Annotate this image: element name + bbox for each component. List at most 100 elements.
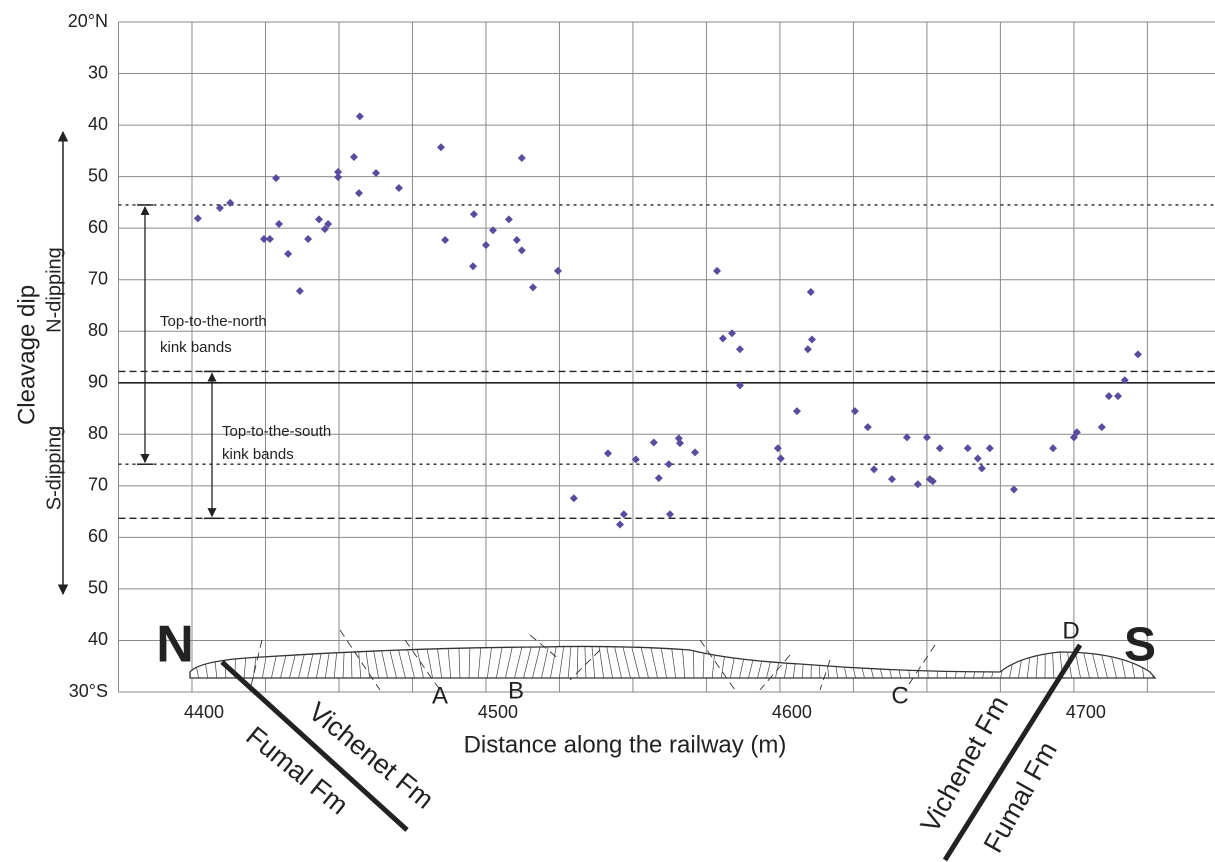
annotation: N-dipping bbox=[43, 247, 65, 333]
data-point bbox=[863, 423, 872, 432]
hatch bbox=[549, 646, 558, 678]
data-point bbox=[807, 335, 816, 344]
data-point bbox=[275, 220, 284, 229]
data-point bbox=[1072, 428, 1081, 437]
x-tick-label: 4500 bbox=[478, 702, 518, 722]
data-point bbox=[649, 438, 658, 447]
data-point bbox=[776, 454, 785, 463]
y-tick-label: 60 bbox=[88, 217, 108, 237]
data-point bbox=[334, 167, 343, 176]
annotation: N bbox=[156, 616, 194, 674]
data-point bbox=[973, 454, 982, 463]
data-point bbox=[1069, 433, 1078, 442]
y-tick-label: 40 bbox=[88, 114, 108, 134]
data-point bbox=[935, 444, 944, 453]
data-point bbox=[664, 460, 673, 469]
fault-trace bbox=[569, 649, 601, 681]
data-point bbox=[713, 266, 722, 275]
x-axis-label: Distance along the railway (m) bbox=[464, 731, 787, 758]
y-tick-label: 90 bbox=[88, 372, 108, 392]
hatch bbox=[591, 646, 596, 678]
fault-trace bbox=[819, 659, 831, 691]
data-point bbox=[1049, 444, 1058, 453]
data-point bbox=[226, 198, 235, 207]
data-point bbox=[913, 480, 922, 489]
data-point bbox=[504, 215, 513, 224]
y-tick-label: 60 bbox=[88, 526, 108, 546]
data-point bbox=[665, 510, 674, 519]
data-point bbox=[517, 246, 526, 255]
data-point bbox=[1133, 350, 1142, 359]
fault-trace bbox=[904, 644, 936, 691]
data-point bbox=[928, 477, 937, 486]
data-point bbox=[320, 225, 329, 234]
data-point bbox=[272, 174, 281, 183]
data-point bbox=[215, 204, 224, 213]
data-point bbox=[1104, 392, 1113, 401]
annotation: Fumal Fm bbox=[978, 737, 1063, 858]
y-tick-label: 80 bbox=[88, 423, 108, 443]
data-point bbox=[372, 169, 381, 178]
annotation: S bbox=[1124, 619, 1156, 672]
data-point bbox=[265, 234, 274, 243]
data-point bbox=[553, 266, 562, 275]
fault-trace bbox=[699, 639, 736, 691]
data-point bbox=[295, 287, 304, 296]
y-tick-label: 70 bbox=[88, 268, 108, 288]
data-point bbox=[284, 249, 293, 258]
data-point bbox=[977, 464, 986, 473]
data-point bbox=[436, 143, 445, 152]
hatch bbox=[558, 646, 565, 678]
data-point bbox=[902, 433, 911, 442]
data-point bbox=[887, 475, 896, 484]
data-point bbox=[193, 214, 202, 223]
data-point bbox=[394, 183, 403, 192]
data-point bbox=[304, 234, 313, 243]
data-point bbox=[718, 334, 727, 343]
fault-trace bbox=[529, 634, 561, 661]
data-point bbox=[631, 455, 640, 464]
annotation: D bbox=[1062, 617, 1079, 644]
data-point bbox=[569, 494, 578, 503]
data-point bbox=[1097, 423, 1106, 432]
y-tick-label: 30 bbox=[88, 62, 108, 82]
data-point bbox=[985, 444, 994, 453]
x-tick-label: 4400 bbox=[184, 702, 224, 722]
y-tick-label: 40 bbox=[88, 629, 108, 649]
data-point bbox=[441, 236, 450, 245]
data-point bbox=[314, 215, 323, 224]
annotation: B bbox=[508, 677, 524, 704]
hatch bbox=[567, 646, 572, 678]
data-point bbox=[735, 345, 744, 354]
x-tick-label: 4700 bbox=[1066, 702, 1106, 722]
data-point bbox=[517, 154, 526, 163]
formation-boundary bbox=[220, 660, 409, 832]
y-tick-label: 70 bbox=[88, 475, 108, 495]
annotation: kink bands bbox=[222, 446, 294, 463]
data-point bbox=[616, 520, 625, 529]
data-point bbox=[963, 444, 972, 453]
y-tick-label: 30°S bbox=[69, 681, 108, 701]
data-point bbox=[354, 189, 363, 198]
hatch bbox=[597, 646, 605, 678]
fault-trace bbox=[759, 654, 791, 691]
data-point bbox=[1009, 485, 1018, 494]
data-point bbox=[654, 474, 663, 483]
formation-boundary bbox=[942, 643, 1083, 862]
data-point bbox=[512, 236, 521, 245]
hatch bbox=[584, 646, 587, 678]
data-point bbox=[603, 449, 612, 458]
data-point bbox=[922, 433, 931, 442]
data-point bbox=[850, 407, 859, 416]
data-point bbox=[619, 510, 628, 519]
hatch bbox=[605, 646, 614, 678]
annotation: Top-to-the-north bbox=[160, 313, 267, 330]
annotation: kink bands bbox=[160, 339, 232, 356]
data-point bbox=[349, 153, 358, 162]
data-point bbox=[355, 112, 364, 121]
y-tick-label: 80 bbox=[88, 320, 108, 340]
data-point bbox=[792, 407, 801, 416]
y-tick-label: 50 bbox=[88, 578, 108, 598]
cross-section bbox=[189, 629, 1156, 691]
